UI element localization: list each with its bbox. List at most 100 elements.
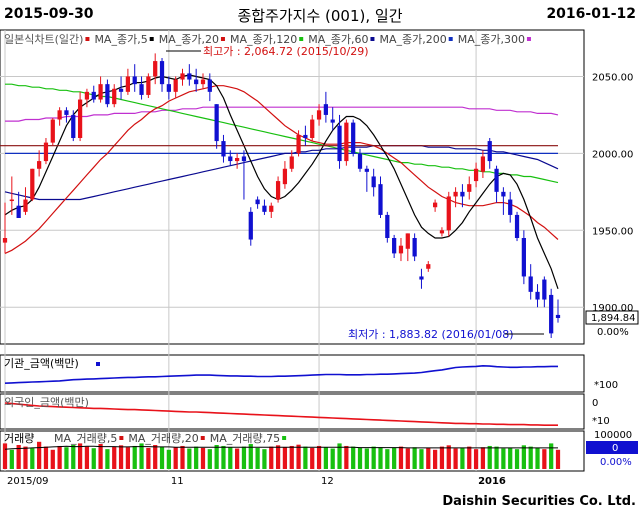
chart-title: 종합주가지수 (001), 일간 [237,7,403,25]
candle-body [159,61,165,85]
candle-body [105,84,110,105]
volume-bar [460,447,465,469]
institution-line [4,364,558,384]
candle-body [508,199,513,215]
candle-body [275,181,281,200]
volume-bar [419,449,424,469]
candle-body [112,88,117,105]
candle-body [323,104,328,115]
legend-swatch [220,37,225,41]
sub-panel-lines [4,364,558,427]
volume-bar [139,443,144,469]
volume-bar [153,445,158,469]
legend-item: MA_종가,200 [379,33,446,46]
current-price-box [585,310,639,325]
candle-body [98,84,103,100]
volume-bar [125,447,131,469]
candle-body [494,168,499,192]
volume-bar [30,448,35,469]
candle-body [214,104,219,142]
institution-title: 기관_금액(백만) [4,357,79,370]
current-pct: 0.00% [597,327,629,338]
volume-bar [480,447,486,469]
x-tick-label: 12 [321,476,334,487]
volume-bar [228,447,233,469]
legend-item: MA_종가,300 [458,33,525,46]
volume-bar [535,447,540,469]
candle-body [344,122,349,162]
candle-body [549,294,554,334]
volume-bar [77,443,83,469]
volume-max-tick: 100000 [594,430,632,441]
y-tick-label: 2050.00 [592,72,633,83]
candle-body [378,184,383,215]
volume-bar [255,447,260,469]
candle-body [187,73,192,80]
volume-bar [200,447,206,469]
volume-bar [9,449,14,469]
legend-swatch [149,37,154,41]
candle-body [228,156,233,162]
volume-bar [71,445,76,469]
candle-body [207,79,212,92]
volume-bar [303,446,308,469]
volume-bar [84,446,90,469]
volume-bar [98,444,103,469]
candle-body [248,211,253,240]
candle-body [2,238,8,243]
volume-bar [37,441,42,469]
volume-legend-swatch [200,436,205,440]
legend-swatch [526,37,531,41]
candle-body [50,119,55,143]
candle-body [37,161,42,169]
stock-chart[interactable]: 2050.00 2000.00 1950.00 1900.00 2015/09 11 12… [0,0,640,490]
volume-title: 거래량 [4,432,34,445]
candle-body [262,205,267,212]
ma60-line [4,145,559,201]
volume-bar [180,445,185,469]
institution-legend-swatch [96,362,100,366]
foreign-unit: *10 [592,416,610,427]
candle-body [357,153,363,169]
legend-item: 일본식차트(일간) [4,32,83,46]
candle-body [398,245,404,254]
volume-legend-item: MA_거래량,5 [54,432,117,445]
candle-body [487,141,492,162]
candle-body [296,134,301,154]
header-bar: 2015-09-30 종합주가지수 (001), 일간 2016-01-12 [0,0,640,28]
volume-bar [275,445,281,469]
volume-ma-line [4,445,558,450]
volume-bar [392,447,397,469]
volume-bar [112,446,117,469]
moving-average-lines [0,74,559,289]
candle-body [269,205,274,212]
price-panel [0,29,585,345]
volume-bar [337,443,342,469]
legend-item: MA_종가,20 [159,33,219,46]
legend-item: MA_종가,5 [94,33,147,46]
candle-body [235,158,240,162]
candle-body [467,184,472,192]
volume-bar [269,446,274,469]
volume-bar [2,443,8,469]
legend-item: MA_종가,120 [230,33,297,46]
candle-body [173,79,178,92]
candle-body [289,156,294,169]
candle-body [153,61,158,77]
candle-body [419,276,424,280]
volume-bar [282,447,288,469]
legend-swatch [370,37,375,41]
volume-current-box [586,441,638,454]
volume-bar [521,445,526,469]
candle-body [282,168,288,185]
volume-bar [118,445,124,469]
volume-current: 0 [612,443,618,454]
foreign-title: 외국인_금액(백만) [4,396,89,409]
candle-body [43,142,49,162]
volume-bar [16,445,21,469]
candle-body [473,168,479,182]
volume-bar [316,445,322,469]
volume-bar [194,446,199,469]
candle-body [30,168,35,200]
start-date: 2015-09-30 [4,6,94,22]
